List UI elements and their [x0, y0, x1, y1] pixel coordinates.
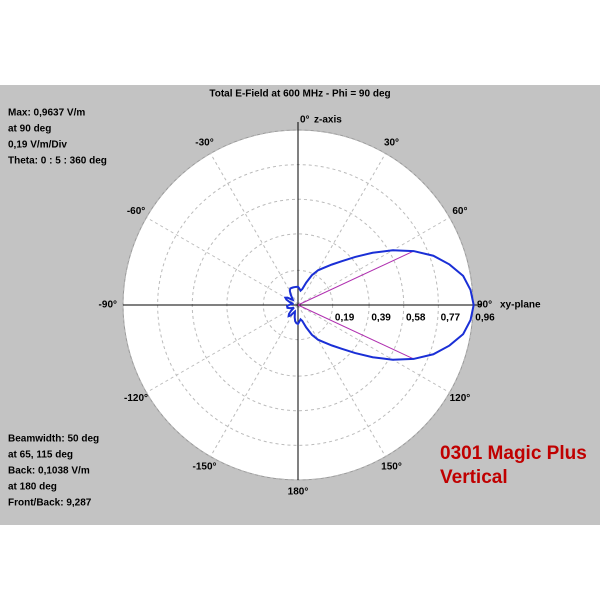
r-tick-label: 0,58	[406, 313, 426, 324]
theta-tick-label: 120°	[450, 393, 471, 404]
info-text: Theta: 0 : 5 : 360 deg	[8, 156, 107, 167]
grid-spoke	[210, 153, 299, 306]
r-tick-label: 0,39	[371, 313, 391, 324]
r-tick-label: 0,77	[441, 313, 461, 324]
r-tick-label: 0,19	[335, 313, 355, 324]
grid-spoke	[210, 304, 299, 457]
theta-tick-label: 90°	[477, 300, 492, 311]
theta-tick-label: 30°	[384, 138, 399, 149]
theta-tick-label: -30°	[195, 138, 213, 149]
grid-spoke	[297, 304, 386, 457]
note-text: 0301 Magic Plus	[440, 443, 587, 464]
theta-tick-label: -60°	[127, 206, 145, 217]
theta-tick-label: -120°	[124, 393, 148, 404]
theta-tick-label: 60°	[452, 206, 467, 217]
axis-label: z-axis	[314, 115, 342, 126]
info-text: at 65, 115 deg	[8, 450, 73, 461]
beamwidth-line	[297, 250, 414, 306]
info-text: Max: 0,9637 V/m	[8, 108, 85, 119]
theta-tick-label: -90°	[99, 300, 117, 311]
r-tick-label: 0,96	[475, 313, 495, 324]
grid-spoke	[146, 304, 299, 393]
beamwidth-line	[297, 304, 414, 360]
axis-label: xy-plane	[500, 300, 541, 311]
grid-spoke	[297, 304, 450, 393]
pattern	[283, 249, 475, 361]
theta-tick-label: 0°	[300, 115, 310, 126]
chart-title: Total E-Field at 600 MHz - Phi = 90 deg	[209, 89, 390, 100]
grid-spoke	[297, 153, 386, 306]
note-text: Vertical	[440, 467, 508, 488]
info-text: at 90 deg	[8, 124, 51, 135]
info-text: Front/Back: 9,287	[8, 498, 92, 509]
info-text: at 180 deg	[8, 482, 57, 493]
theta-tick-label: -150°	[192, 462, 216, 473]
grid-spoke	[146, 217, 299, 306]
grid-spoke	[297, 217, 450, 306]
info-text: Beamwidth: 50 deg	[8, 434, 99, 445]
theta-tick-label: 180°	[288, 487, 309, 498]
info-text: Back: 0,1038 V/m	[8, 466, 90, 477]
info-text: 0,19 V/m/Div	[8, 140, 67, 151]
theta-tick-label: 150°	[381, 462, 402, 473]
